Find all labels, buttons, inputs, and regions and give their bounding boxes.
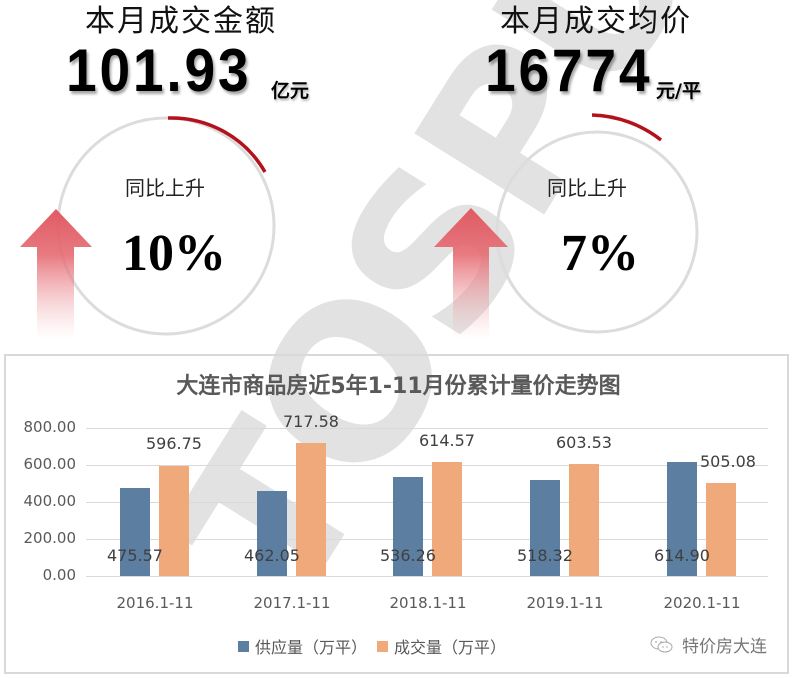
label-supply-2018: 536.26	[380, 546, 436, 565]
gridline-800	[86, 428, 768, 429]
gridline-600	[86, 465, 768, 466]
bar-deal-2020	[706, 483, 736, 576]
bar-supply-2017	[257, 491, 287, 576]
chart-title: 大连市商品房近5年1-11月份累计量价走势图	[176, 374, 621, 399]
wechat-icon	[650, 636, 673, 652]
legend-label-supply: 供应量（万平）	[255, 638, 368, 657]
y-tick-400: 400.00	[23, 492, 77, 510]
bar-supply-2018	[393, 477, 423, 576]
label-supply-2016: 475.57	[107, 546, 163, 565]
x-tick-2017: 2017.1-11	[253, 594, 331, 612]
gridline-200	[86, 539, 768, 540]
ring-2	[495, 113, 699, 334]
kpi-unit-price: 元/平	[656, 80, 701, 102]
kpi-value-price: 16774	[485, 37, 653, 104]
x-tick-2016: 2016.1-11	[116, 594, 194, 612]
y-tick-600: 600.00	[23, 455, 77, 473]
legend-label-deal: 成交量（万平）	[394, 638, 507, 657]
bar-supply-2019	[530, 480, 560, 576]
kpi-unit-amount: 亿元	[271, 80, 310, 102]
kpi-graphics	[20, 113, 699, 340]
gridline-400	[86, 502, 768, 503]
bar-supply-2016	[120, 488, 150, 576]
label-deal-2016: 596.75	[146, 434, 202, 453]
label-deal-2020: 505.08	[700, 452, 756, 471]
label-supply-2020: 614.90	[654, 546, 710, 565]
up-arrow-icon-1	[20, 209, 92, 340]
chart-container	[4, 354, 789, 674]
kpi-title-price: 本月成交均价	[500, 4, 692, 39]
label-deal-2019: 603.53	[556, 433, 612, 452]
y-tick-0: 0.00	[42, 566, 76, 584]
change-label-price: 同比上升	[547, 176, 627, 200]
x-tick-2018: 2018.1-11	[389, 594, 467, 612]
bar-supply-2020	[667, 462, 697, 576]
brand-credit: 特价房大连	[650, 632, 767, 657]
label-supply-2019: 518.32	[517, 546, 573, 565]
bar-deal-2018	[432, 462, 462, 576]
bar-deal-2017	[296, 443, 326, 576]
legend-item-deal: 成交量（万平）	[377, 634, 506, 658]
kpi-value-amount: 101.93	[66, 37, 252, 104]
change-label-amount: 同比上升	[125, 176, 205, 200]
gridline-0	[86, 576, 768, 577]
legend-item-supply: 供应量（万平）	[238, 634, 367, 658]
legend-swatch-supply	[238, 640, 249, 652]
brand-name: 特价房大连	[682, 637, 767, 657]
x-tick-2019: 2019.1-11	[526, 594, 604, 612]
label-supply-2017: 462.05	[244, 546, 300, 565]
chart-legend: 供应量（万平） 成交量（万平）	[238, 634, 516, 658]
bar-deal-2019	[569, 464, 599, 576]
change-value-price: 7%	[561, 225, 639, 282]
y-tick-800: 800.00	[23, 418, 77, 436]
label-deal-2017: 717.58	[283, 412, 339, 431]
bar-deal-2016	[159, 466, 189, 576]
up-arrow-icon-2	[434, 208, 508, 340]
x-tick-2020: 2020.1-11	[663, 594, 741, 612]
legend-swatch-deal	[377, 640, 389, 652]
kpi-title-amount: 本月成交金额	[85, 4, 277, 39]
label-deal-2018: 614.57	[419, 431, 475, 450]
change-value-amount: 10%	[122, 225, 226, 282]
y-tick-200: 200.00	[23, 529, 77, 547]
